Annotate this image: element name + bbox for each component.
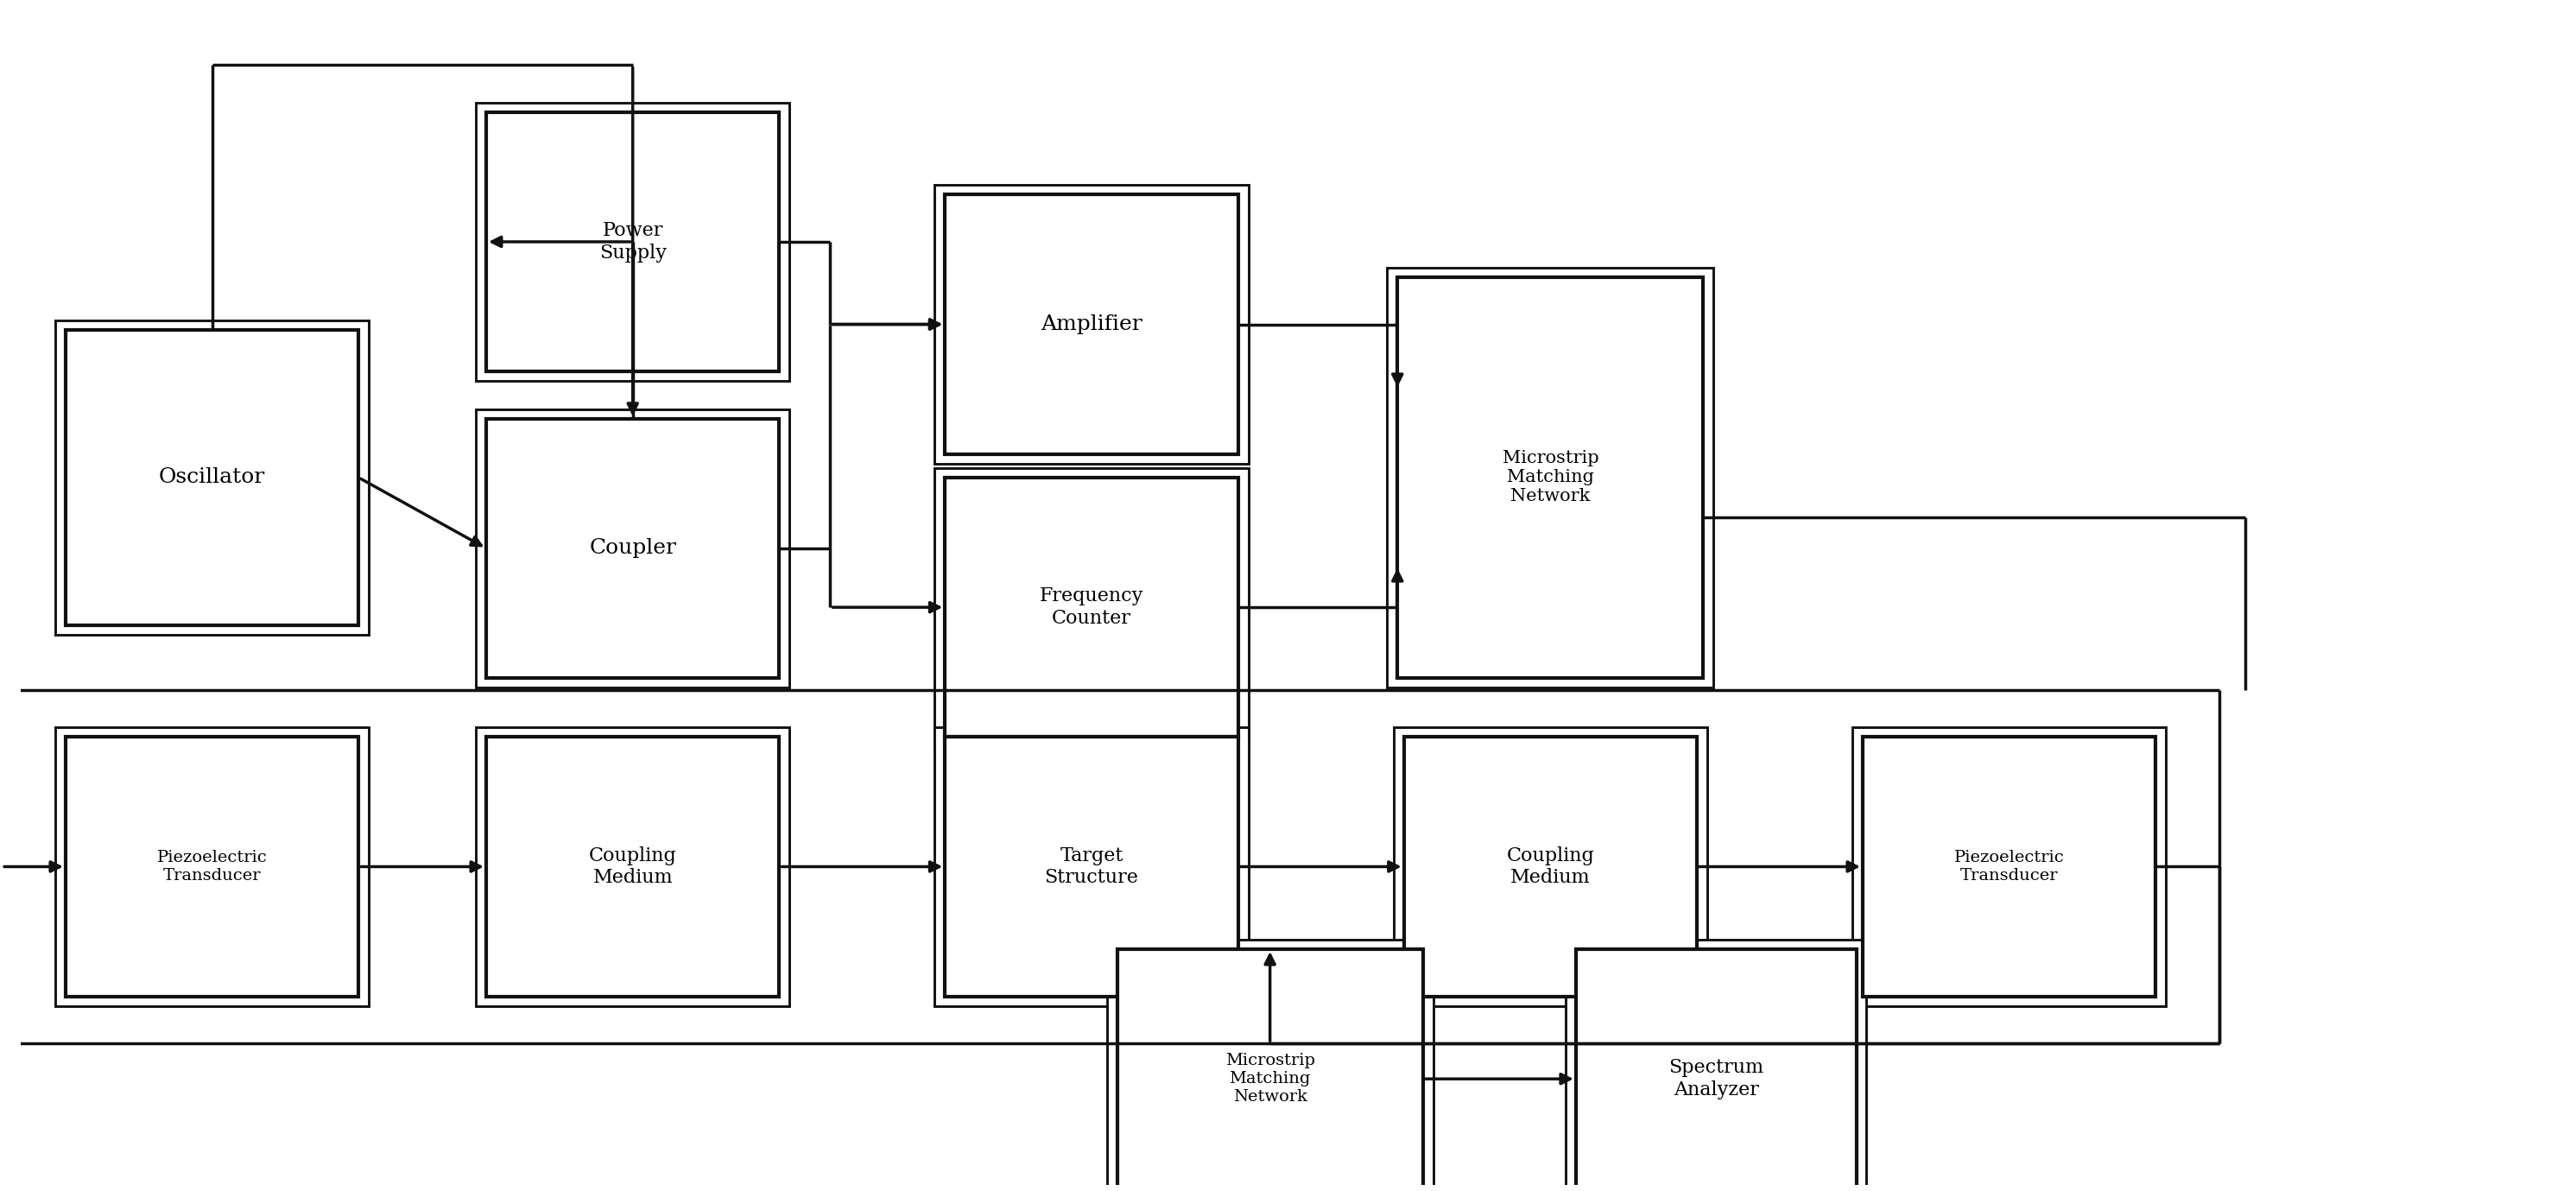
Text: Microstrip
Matching
Network: Microstrip Matching Network: [1226, 1053, 1314, 1104]
FancyBboxPatch shape: [487, 737, 781, 997]
FancyBboxPatch shape: [935, 468, 1249, 747]
FancyBboxPatch shape: [1852, 728, 2166, 1005]
FancyBboxPatch shape: [1394, 728, 1708, 1005]
Text: Coupler: Coupler: [590, 538, 677, 559]
Text: Piezoelectric
Transducer: Piezoelectric Transducer: [1955, 850, 2063, 884]
FancyBboxPatch shape: [945, 478, 1239, 737]
Text: Frequency
Counter: Frequency Counter: [1041, 587, 1144, 628]
FancyBboxPatch shape: [1566, 940, 1868, 1191]
FancyBboxPatch shape: [477, 728, 788, 1005]
FancyBboxPatch shape: [54, 728, 368, 1005]
FancyBboxPatch shape: [487, 419, 781, 678]
Text: Power
Supply: Power Supply: [600, 222, 667, 262]
Text: Coupling
Medium: Coupling Medium: [590, 846, 677, 887]
FancyBboxPatch shape: [1118, 949, 1422, 1191]
Text: Coupling
Medium: Coupling Medium: [1507, 846, 1595, 887]
Text: Spectrum
Analyzer: Spectrum Analyzer: [1669, 1059, 1765, 1099]
FancyBboxPatch shape: [64, 737, 358, 997]
FancyBboxPatch shape: [477, 102, 788, 381]
FancyBboxPatch shape: [1404, 737, 1698, 997]
FancyBboxPatch shape: [945, 737, 1239, 997]
Text: Oscillator: Oscillator: [160, 468, 265, 487]
FancyBboxPatch shape: [54, 320, 368, 635]
FancyBboxPatch shape: [935, 728, 1249, 1005]
FancyBboxPatch shape: [1388, 268, 1713, 687]
FancyBboxPatch shape: [1862, 737, 2156, 997]
FancyBboxPatch shape: [935, 186, 1249, 463]
FancyBboxPatch shape: [1396, 278, 1703, 678]
Text: Amplifier: Amplifier: [1041, 314, 1141, 335]
FancyBboxPatch shape: [945, 194, 1239, 454]
FancyBboxPatch shape: [487, 112, 781, 372]
Text: Microstrip
Matching
Network: Microstrip Matching Network: [1502, 450, 1600, 505]
FancyBboxPatch shape: [1577, 949, 1857, 1191]
Text: Piezoelectric
Transducer: Piezoelectric Transducer: [157, 850, 268, 884]
FancyBboxPatch shape: [1108, 940, 1432, 1191]
FancyBboxPatch shape: [64, 330, 358, 625]
FancyBboxPatch shape: [477, 410, 788, 687]
Text: Target
Structure: Target Structure: [1043, 846, 1139, 887]
